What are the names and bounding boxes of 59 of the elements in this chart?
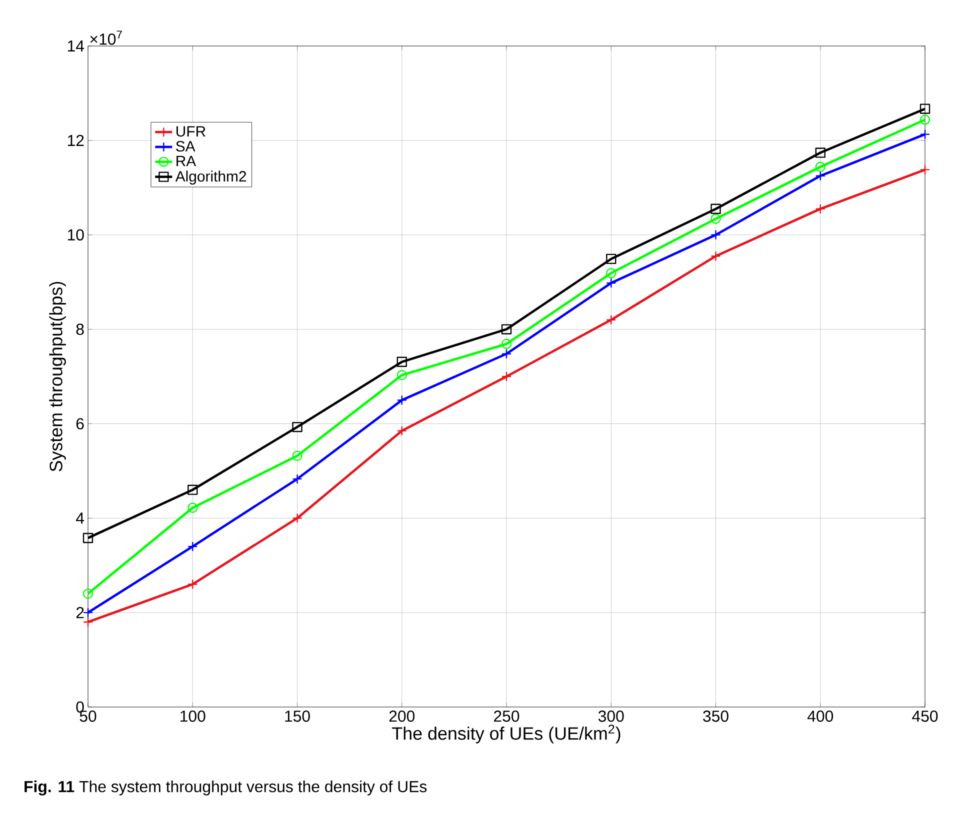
point [815,148,826,158]
point [710,204,721,214]
point [606,278,616,288]
x-tick-label: 400 [807,710,834,722]
legend-label: RA [176,156,196,166]
y-tick-label: 14 [68,40,84,52]
x-tick-label: 200 [389,710,415,722]
legend-label: Algorithm2 [175,170,246,185]
point [501,338,512,350]
x-tick-label: 250 [494,710,520,722]
point [606,314,616,325]
x-tick-label: 100 [180,710,206,722]
point [82,532,94,544]
point [396,395,407,406]
point [815,170,826,181]
point [815,162,826,172]
y-axis-title: System throughput(bps) [49,282,66,472]
point [920,114,930,125]
point [606,268,616,278]
y-tick-label: 2 [76,607,84,618]
point [710,251,721,262]
y-tick-label: 6 [76,418,84,430]
legend-label: SA [176,140,196,152]
point [815,204,826,214]
x-tick-label: 150 [285,710,310,722]
point [920,164,930,175]
x-tick-label: 350 [703,710,728,722]
y-tick-label: 10 [68,229,84,241]
point [710,214,721,224]
point [920,129,930,140]
point [501,348,512,359]
point [501,371,512,382]
x-tick-label: 50 [80,710,96,722]
y-tick-label: 8 [76,324,84,335]
point [501,324,512,334]
point [396,356,407,367]
point [188,484,198,495]
point [396,370,407,380]
point [188,502,198,513]
y-tick-label: 4 [76,512,84,524]
text: ×10$^{7}$ [90,30,122,45]
point [396,426,407,436]
point [188,579,198,590]
point [188,541,198,552]
point [82,588,94,599]
point [292,513,302,524]
legend-label: UFR [176,126,206,137]
y-tick-label: 12 [68,134,84,146]
point [292,474,302,484]
point [82,616,94,628]
x-axis-title: The density of UEs (UE/km$^{2}$) [392,724,620,744]
text: Fig. 11 The system throughput versus the density of UEs [24,780,427,796]
point [292,450,302,461]
x-tick-label: 300 [598,710,624,722]
point [920,104,930,114]
point [292,422,302,432]
x-tick-label: 450 [912,710,938,722]
point [606,254,616,264]
point [710,230,721,240]
